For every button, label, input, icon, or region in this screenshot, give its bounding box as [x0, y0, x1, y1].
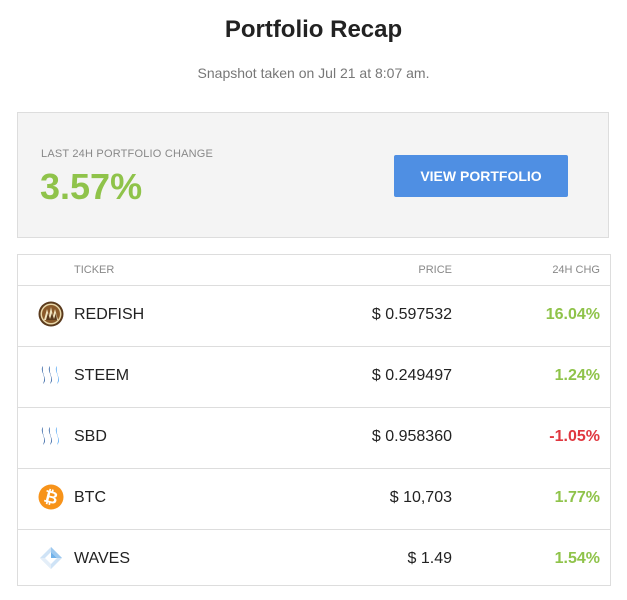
page-title: Portfolio Recap	[224, 16, 403, 43]
portfolio-table: TICKER PRICE 24H CHG REDFISH $ 0.597532 …	[17, 254, 611, 586]
change-value: -1.05%	[549, 428, 600, 445]
steem-icon	[38, 362, 64, 388]
price-value: $ 10,703	[389, 489, 452, 506]
bitcoin-icon: ₿	[38, 484, 64, 510]
portfolio-change-label: LAST 24H PORTFOLIO CHANGE	[41, 148, 214, 160]
price-value: $ 0.958360	[371, 428, 452, 445]
svg-text:₿: ₿	[42, 487, 60, 510]
table-row: SBD $ 0.958360 -1.05%	[18, 408, 610, 469]
change-value: 16.04%	[545, 306, 600, 323]
price-value: $ 1.49	[407, 550, 452, 567]
sbd-icon	[38, 423, 64, 449]
table-row: STEEM $ 0.249497 1.24%	[18, 347, 610, 408]
redfish-icon	[38, 301, 64, 327]
snapshot-subtitle: Snapshot taken on Jul 21 at 8:07 am.	[197, 65, 430, 81]
portfolio-change-value: 3.57%	[40, 166, 143, 207]
change-value: 1.24%	[554, 367, 600, 384]
waves-icon	[38, 545, 64, 571]
ticker-label: BTC	[74, 489, 106, 506]
price-value: $ 0.597532	[371, 306, 452, 323]
view-portfolio-button[interactable]: VIEW PORTFOLIO	[394, 155, 568, 197]
ticker-label: STEEM	[74, 367, 130, 384]
table-header: TICKER PRICE 24H CHG	[18, 255, 610, 286]
price-value: $ 0.249497	[371, 367, 452, 384]
ticker-label: REDFISH	[74, 306, 145, 323]
column-header-price: PRICE	[418, 264, 452, 276]
table-row: REDFISH $ 0.597532 16.04%	[18, 286, 610, 347]
portfolio-summary: LAST 24H PORTFOLIO CHANGE 3.57% VIEW POR…	[17, 112, 609, 238]
change-value: 1.77%	[554, 489, 600, 506]
change-value: 1.54%	[554, 550, 600, 567]
ticker-label: WAVES	[74, 550, 131, 567]
table-row: WAVES $ 1.49 1.54%	[18, 530, 610, 590]
column-header-change: 24H CHG	[552, 264, 600, 276]
ticker-label: SBD	[74, 428, 107, 445]
table-row: ₿ BTC $ 10,703 1.77%	[18, 469, 610, 530]
column-header-ticker: TICKER	[74, 264, 115, 276]
